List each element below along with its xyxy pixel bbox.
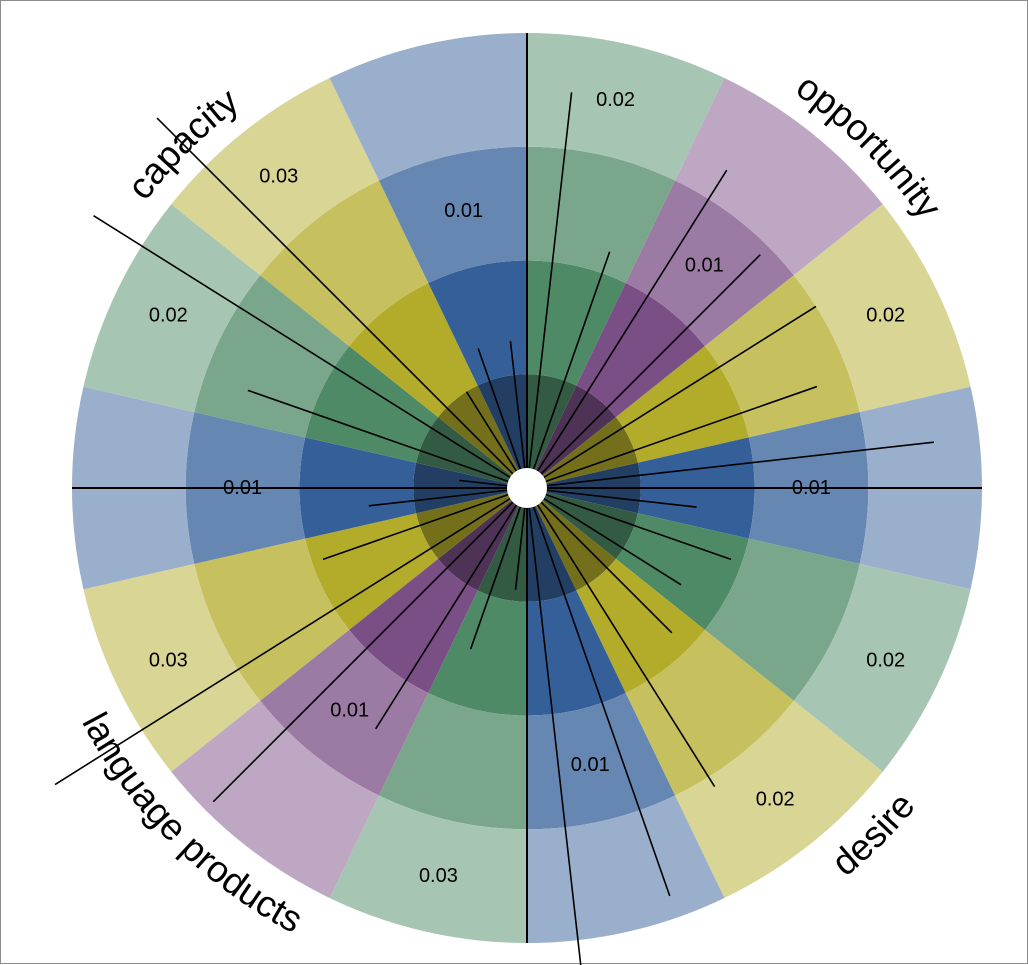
sector-5-ring-2 bbox=[625, 629, 794, 796]
sector-2-ring-1 bbox=[615, 346, 749, 463]
indicator-line-1 bbox=[532, 251, 611, 470]
sector-1-ring-3 bbox=[675, 78, 883, 276]
indicator-line-26 bbox=[477, 348, 522, 470]
sector-5-ring-0 bbox=[527, 488, 616, 591]
sector-11-ring-1 bbox=[305, 346, 439, 463]
indicator-line-20 bbox=[368, 489, 508, 507]
sector-0-ring-0 bbox=[527, 374, 577, 488]
sector-4-ring-2 bbox=[704, 538, 860, 701]
sector-1-ring-2 bbox=[625, 180, 794, 347]
sector-7-ring-2 bbox=[378, 692, 527, 830]
sector-12-ring-2 bbox=[260, 180, 429, 347]
indicator-line-22 bbox=[247, 389, 509, 483]
value-label-1: 0.01 bbox=[685, 255, 724, 277]
sector-13-ring-2 bbox=[378, 146, 527, 284]
sector-4-ring-1 bbox=[615, 513, 749, 630]
indicator-line-0 bbox=[528, 92, 573, 469]
indicator-line-21 bbox=[459, 479, 508, 487]
indicator-line-16 bbox=[375, 504, 518, 730]
value-label-4: 0.02 bbox=[866, 650, 905, 672]
sector-7-ring-1 bbox=[428, 590, 527, 716]
sector-2-ring-3 bbox=[793, 204, 971, 413]
value-label-2: 0.02 bbox=[866, 304, 905, 326]
indicator-line-11 bbox=[536, 504, 716, 788]
sector-1-ring-1 bbox=[576, 283, 705, 418]
indicator-line-9 bbox=[543, 497, 682, 586]
sector-0-ring-2 bbox=[527, 146, 676, 284]
indicator-line-14 bbox=[514, 507, 526, 590]
value-label-5: 0.02 bbox=[756, 788, 795, 810]
indicator-line-25 bbox=[465, 391, 518, 472]
sector-9-ring-1 bbox=[305, 513, 439, 630]
indicator-line-17 bbox=[212, 501, 514, 803]
indicator-line-23 bbox=[93, 214, 511, 479]
sector-12-ring-3 bbox=[171, 78, 379, 276]
indicator-line-10 bbox=[540, 501, 673, 634]
indicator-line-5 bbox=[545, 385, 818, 483]
indicator-line-13 bbox=[528, 507, 582, 965]
sector-13-ring-1 bbox=[428, 260, 527, 386]
indicator-line-2 bbox=[536, 169, 728, 472]
sector-6-ring-1 bbox=[527, 590, 626, 716]
sector-4-ring-3 bbox=[793, 563, 971, 772]
sector-2-ring-2 bbox=[704, 275, 860, 438]
value-label-10: 0.01 bbox=[223, 477, 262, 499]
sector-7-ring-0 bbox=[477, 488, 527, 602]
sector-13-ring-3 bbox=[329, 33, 527, 181]
sector-6-ring-2 bbox=[527, 692, 676, 830]
sector-7-ring-3 bbox=[329, 795, 527, 943]
sector-11-ring-2 bbox=[194, 275, 350, 438]
sector-5-ring-3 bbox=[675, 700, 883, 898]
sector-0-ring-1 bbox=[527, 260, 626, 386]
sector-13-ring-0 bbox=[477, 374, 527, 488]
indicator-line-12 bbox=[532, 506, 671, 897]
value-label-11: 0.02 bbox=[149, 304, 188, 326]
indicator-line-6 bbox=[546, 441, 935, 487]
indicator-line-18 bbox=[54, 497, 511, 786]
indicator-line-8 bbox=[545, 493, 732, 561]
value-label-8: 0.01 bbox=[330, 699, 369, 721]
value-label-9: 0.03 bbox=[149, 650, 188, 672]
sector-0-ring-3 bbox=[527, 33, 725, 181]
sector-8-ring-1 bbox=[349, 558, 478, 693]
sector-8-ring-3 bbox=[171, 700, 379, 898]
sector-12-ring-1 bbox=[349, 283, 478, 418]
value-label-3: 0.01 bbox=[792, 477, 831, 499]
indicator-line-4 bbox=[543, 305, 817, 479]
value-label-0: 0.02 bbox=[596, 89, 635, 111]
indicator-line-3 bbox=[540, 254, 761, 475]
value-label-7: 0.03 bbox=[419, 865, 458, 887]
sector-8-ring-0 bbox=[438, 488, 527, 591]
sector-11-ring-3 bbox=[83, 204, 261, 413]
center-hub bbox=[507, 468, 547, 508]
value-label-6: 0.01 bbox=[571, 754, 610, 776]
sector-12-ring-0 bbox=[438, 385, 527, 488]
indicator-line-15 bbox=[469, 506, 522, 650]
sector-5-ring-1 bbox=[576, 558, 705, 693]
value-label-12: 0.03 bbox=[259, 166, 298, 188]
indicator-line-7 bbox=[546, 489, 697, 508]
sector-1-ring-0 bbox=[527, 385, 616, 488]
sector-6-ring-0 bbox=[527, 488, 577, 602]
indicator-line-24 bbox=[156, 117, 514, 475]
value-label-13: 0.01 bbox=[444, 200, 483, 222]
sector-6-ring-3 bbox=[527, 795, 725, 943]
sector-8-ring-2 bbox=[260, 629, 429, 796]
indicator-line-27 bbox=[509, 340, 526, 469]
indicator-line-19 bbox=[322, 493, 509, 561]
sector-9-ring-3 bbox=[83, 563, 261, 772]
sector-9-ring-2 bbox=[194, 538, 350, 701]
